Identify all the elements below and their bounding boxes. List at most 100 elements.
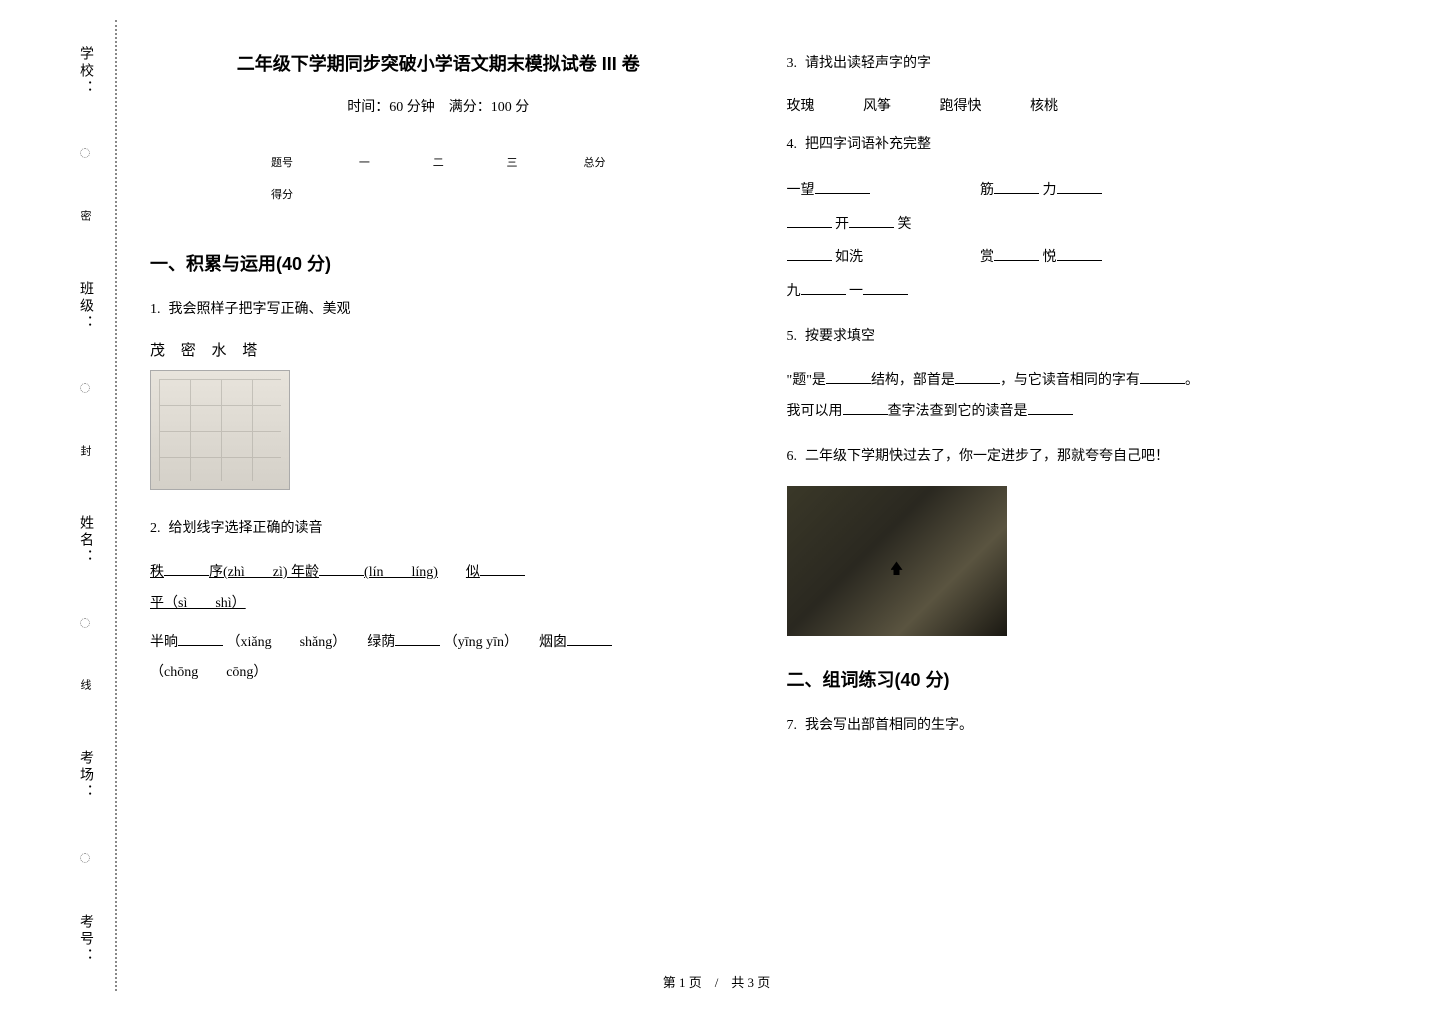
idiom-part: 笑 xyxy=(898,217,912,232)
photo-placeholder xyxy=(787,486,1007,636)
seal-char-3: 线 xyxy=(77,679,93,698)
th-num: 题号 xyxy=(236,146,327,178)
exam-title: 二年级下学期同步突破小学语文期末模拟试卷 III 卷 xyxy=(150,50,727,76)
th-3: 三 xyxy=(475,146,549,178)
q7-num: 7. xyxy=(787,718,798,733)
blank xyxy=(863,277,908,295)
question-4: 4. 把四字词语补充完整 xyxy=(787,131,1364,159)
q2-w4: 半晌 xyxy=(150,635,178,650)
q2-p3: 平（sì shì） xyxy=(150,596,246,611)
blank xyxy=(395,628,440,646)
th-total: 总分 xyxy=(549,146,640,178)
label-room: 考场： xyxy=(75,750,95,801)
q2-p6: （chōng cōng） xyxy=(150,665,267,680)
idiom-part: 一望 xyxy=(787,183,815,198)
exam-subtitle: 时间：60 分钟 满分：100 分 xyxy=(150,96,727,116)
q2-w6: 烟囱 xyxy=(539,635,567,650)
q4-idioms: 一望 筋 力 开 笑 如洗 赏 悦 九 一 xyxy=(787,174,1364,308)
idiom-part: 开 xyxy=(835,217,849,232)
q2-p5: （yīng yīn） xyxy=(444,635,511,650)
q3-w2: 风筝 xyxy=(863,93,891,121)
circle-icon xyxy=(80,618,90,628)
q2-p4: （xiǎng shǎng） xyxy=(227,635,340,650)
blank xyxy=(1140,366,1185,384)
blank xyxy=(787,243,832,261)
question-2: 2. 给划线字选择正确的读音 xyxy=(150,515,727,543)
blank xyxy=(955,366,1000,384)
q3-w1: 玫瑰 xyxy=(787,93,815,121)
q3-w3: 跑得快 xyxy=(940,93,982,121)
q7-text: 我会写出部首相同的生字。 xyxy=(805,718,973,733)
question-5: 5. 按要求填空 xyxy=(787,323,1364,351)
blank xyxy=(1057,243,1102,261)
idiom-part: 如洗 xyxy=(835,250,863,265)
q5-part: 。 xyxy=(1185,373,1199,388)
idiom-part: 悦 xyxy=(1043,250,1057,265)
q5-part: "题"是 xyxy=(787,373,826,388)
idiom-part: 一 xyxy=(849,284,863,299)
q1-chars: 茂 密 水 塔 xyxy=(150,339,727,360)
label-school: 学校： xyxy=(75,46,95,97)
q3-words: 玫瑰 风筝 跑得快 核桃 xyxy=(787,93,1364,121)
q3-num: 3. xyxy=(787,56,798,71)
q1-num: 1. xyxy=(150,302,161,317)
label-name: 姓名： xyxy=(75,515,95,566)
main-content: 二年级下学期同步突破小学语文期末模拟试卷 III 卷 时间：60 分钟 满分：1… xyxy=(140,40,1373,991)
q5-part: 结构，部首是 xyxy=(871,373,955,388)
table-row: 得分 xyxy=(236,178,640,210)
blank xyxy=(826,366,871,384)
circle-icon xyxy=(80,383,90,393)
circle-icon xyxy=(80,148,90,158)
q4-num: 4. xyxy=(787,137,798,152)
q5-part: 我可以用 xyxy=(787,404,843,419)
blank xyxy=(319,558,364,576)
section-2-title: 二、组词练习(40 分) xyxy=(787,666,1364,692)
idiom-part: 九 xyxy=(787,284,801,299)
idiom-part: 筋 xyxy=(980,183,994,198)
q2-num: 2. xyxy=(150,521,161,536)
question-7: 7. 我会写出部首相同的生字。 xyxy=(787,712,1364,740)
q3-text: 请找出读轻声字的字 xyxy=(805,56,931,71)
q6-num: 6. xyxy=(787,449,798,464)
blank xyxy=(994,176,1039,194)
q2-text: 给划线字选择正确的读音 xyxy=(169,521,323,536)
question-3: 3. 请找出读轻声字的字 xyxy=(787,50,1364,78)
idiom-part: 赏 xyxy=(980,250,994,265)
q6-text: 二年级下学期快过去了，你一定进步了，那就夸夸自己吧！ xyxy=(805,449,1169,464)
q4-text: 把四字词语补充完整 xyxy=(805,137,931,152)
circle-icon xyxy=(80,853,90,863)
q2-p1b: (lín líng) xyxy=(364,565,438,580)
blank xyxy=(1028,397,1073,415)
q5-num: 5. xyxy=(787,329,798,344)
idiom-part: 力 xyxy=(1043,183,1057,198)
q2-w1: 秩 xyxy=(150,565,164,580)
q2-line1: 秩 序(zhì zì) 年龄 (lín líng) 似平（sì shì） xyxy=(150,558,727,620)
blank xyxy=(787,210,832,228)
table-row: 题号 一 二 三 总分 xyxy=(236,146,640,178)
score-table: 题号 一 二 三 总分 得分 xyxy=(236,146,640,210)
binding-sidebar: 学校： 密 班级： 封 姓名： 线 考场： 考号： xyxy=(40,20,130,991)
q5-text: 按要求填空 xyxy=(805,329,875,344)
blank xyxy=(849,210,894,228)
q2-w5: 绿荫 xyxy=(367,635,395,650)
blank xyxy=(1057,176,1102,194)
right-column: 3. 请找出读轻声字的字 玫瑰 风筝 跑得快 核桃 4. 把四字词语补充完整 一望 … xyxy=(777,40,1374,991)
blank xyxy=(815,176,870,194)
q2-w3: 似 xyxy=(466,565,480,580)
th-2: 二 xyxy=(401,146,475,178)
q1-text: 我会照样子把字写正确、美观 xyxy=(169,302,351,317)
blank xyxy=(567,628,612,646)
label-class: 班级： xyxy=(75,281,95,332)
section-1-title: 一、积累与运用(40 分) xyxy=(150,250,727,276)
page-footer: 第 1 页 / 共 3 页 xyxy=(0,972,1433,991)
q3-w4: 核桃 xyxy=(1030,93,1058,121)
q2-p1: 序(zhì zì) 年龄 xyxy=(209,565,319,580)
q5-part: 查字法查到它的读音是 xyxy=(888,404,1028,419)
writing-grid xyxy=(150,370,290,490)
blank xyxy=(801,277,846,295)
blank xyxy=(843,397,888,415)
blank xyxy=(480,558,525,576)
question-1: 1. 我会照样子把字写正确、美观 xyxy=(150,296,727,324)
seal-char-1: 密 xyxy=(77,210,93,229)
seal-char-2: 封 xyxy=(77,445,93,464)
